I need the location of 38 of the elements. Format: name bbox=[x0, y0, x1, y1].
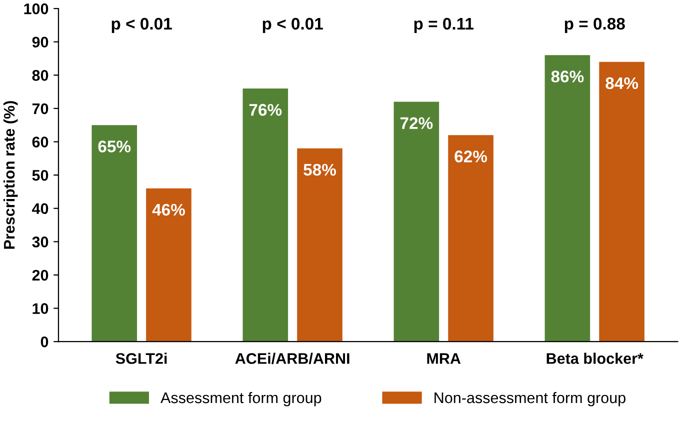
x-tick-label: Beta blocker* bbox=[546, 352, 644, 364]
annotation: p = 0.11 bbox=[414, 18, 474, 33]
data-label: 76% bbox=[249, 104, 282, 116]
bar bbox=[146, 188, 192, 342]
bar bbox=[544, 55, 590, 342]
bar bbox=[599, 62, 644, 342]
y-tick-label: 100 bbox=[24, 3, 48, 14]
y-tick-label: 70 bbox=[32, 103, 48, 114]
x-tick-label: MRA bbox=[427, 353, 461, 364]
annotation: p < 0.01 bbox=[112, 18, 172, 33]
y-tick-label: 80 bbox=[32, 70, 48, 81]
y-tick-label: 50 bbox=[32, 170, 48, 181]
data-label: 58% bbox=[304, 164, 336, 176]
annotation: p < 0.01 bbox=[262, 18, 323, 33]
data-label: 65% bbox=[98, 140, 131, 152]
y-tick-label: 20 bbox=[32, 270, 48, 281]
x-tick-label: SGLT2i bbox=[116, 352, 167, 364]
y-tick-label: 60 bbox=[32, 136, 48, 148]
legend-label: Assessment form group bbox=[160, 392, 322, 406]
y-tick-label: 10 bbox=[32, 303, 48, 314]
bar bbox=[448, 135, 494, 342]
data-label: 84% bbox=[606, 77, 638, 90]
y-tick-label: 90 bbox=[32, 36, 48, 48]
y-tick-label: 40 bbox=[32, 203, 48, 214]
data-label: 62% bbox=[454, 150, 488, 162]
data-label: 46% bbox=[152, 204, 185, 216]
data-label: 72% bbox=[400, 117, 433, 130]
bar bbox=[297, 148, 342, 342]
bar bbox=[242, 88, 288, 342]
bar bbox=[394, 102, 440, 342]
y-tick-label: 0 bbox=[40, 336, 48, 348]
bar bbox=[92, 125, 138, 342]
legend-label: Non-assessment form group bbox=[434, 392, 626, 406]
data-label: 86% bbox=[551, 70, 584, 82]
x-tick-label: ACEi/ARB/ARNI bbox=[235, 352, 350, 364]
annotation: p = 0.88 bbox=[564, 18, 625, 33]
y-axis-title: Prescription rate (%) bbox=[3, 101, 18, 249]
y-tick-label: 30 bbox=[32, 236, 48, 248]
